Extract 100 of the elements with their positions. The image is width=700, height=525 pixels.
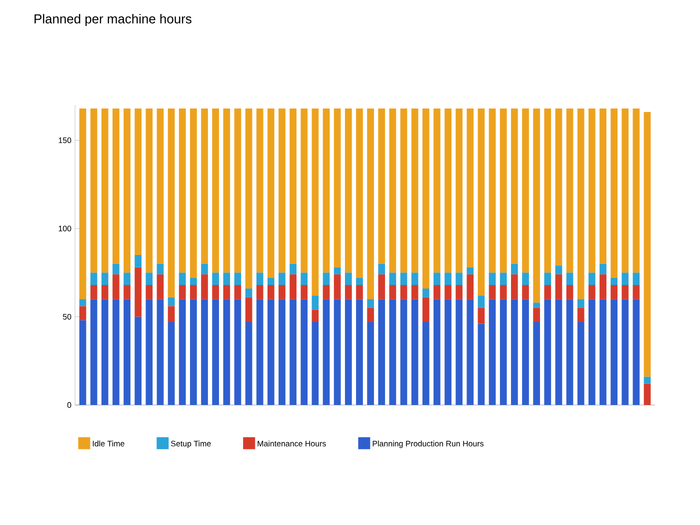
bar	[90, 284, 98, 300]
chart-title: Planned per machine hours	[34, 14, 192, 26]
bar	[245, 288, 252, 298]
bar	[522, 108, 529, 273]
bar	[156, 108, 164, 264]
bar	[422, 322, 430, 405]
bar	[444, 284, 452, 300]
bar	[134, 267, 142, 317]
bar	[234, 284, 242, 300]
bar	[434, 284, 440, 300]
bar	[267, 278, 274, 285]
bar	[356, 108, 363, 278]
bar	[334, 299, 341, 405]
bar	[389, 272, 396, 285]
bar	[478, 296, 485, 308]
bar	[644, 384, 651, 405]
bar	[124, 108, 130, 273]
bar	[334, 267, 341, 274]
bar	[278, 272, 286, 285]
bar	[146, 108, 153, 273]
bar	[234, 272, 242, 285]
bar	[79, 108, 86, 300]
bar	[223, 284, 230, 300]
bar	[533, 308, 540, 322]
bar	[190, 108, 197, 278]
bar	[456, 108, 463, 273]
bar	[522, 272, 529, 285]
bar	[466, 267, 474, 274]
bar	[278, 108, 286, 273]
bar	[134, 108, 142, 255]
bar	[500, 299, 507, 405]
bar	[577, 299, 584, 308]
bar	[112, 264, 120, 274]
bar	[156, 264, 164, 274]
bar	[500, 284, 507, 300]
bar	[456, 284, 463, 300]
bar	[566, 272, 574, 285]
bar	[256, 284, 264, 300]
bar	[434, 272, 440, 285]
bar	[290, 299, 296, 405]
bar	[610, 108, 618, 278]
bar	[577, 108, 584, 300]
bar	[577, 322, 584, 405]
bar	[610, 299, 618, 405]
bar	[622, 299, 629, 405]
bar	[334, 108, 341, 268]
bar	[466, 299, 474, 405]
bar	[544, 299, 552, 405]
bar	[378, 264, 386, 274]
bar	[566, 108, 574, 273]
bar	[234, 108, 242, 273]
bar	[456, 272, 463, 285]
bar	[90, 272, 98, 285]
bar	[588, 284, 596, 300]
bar	[356, 278, 363, 285]
bar	[322, 108, 330, 273]
bar	[456, 299, 463, 405]
bar	[411, 299, 418, 405]
bar	[588, 108, 596, 273]
bar	[190, 284, 197, 300]
bar	[124, 272, 130, 285]
bar	[201, 299, 208, 405]
bar	[344, 108, 352, 273]
bar	[223, 299, 230, 405]
bar	[488, 284, 496, 300]
bar	[533, 108, 540, 303]
bar	[511, 108, 518, 264]
bar	[134, 316, 142, 405]
bar	[444, 108, 452, 273]
bar	[400, 284, 408, 300]
bar	[245, 297, 252, 322]
bar	[466, 108, 474, 268]
bar	[378, 299, 386, 405]
bar	[267, 284, 274, 300]
bar	[312, 108, 319, 296]
bar	[411, 108, 418, 273]
bar	[212, 108, 220, 273]
bar	[79, 306, 86, 320]
bar	[533, 302, 540, 308]
bar	[622, 284, 629, 300]
bar	[566, 284, 574, 300]
bar	[411, 284, 418, 300]
bar	[356, 299, 363, 405]
bar	[522, 284, 529, 300]
bar	[278, 299, 286, 405]
bar	[190, 299, 197, 405]
bar	[488, 108, 496, 273]
bar	[600, 299, 606, 405]
bar	[588, 272, 596, 285]
bar	[555, 108, 562, 266]
bar	[168, 322, 175, 405]
bar	[112, 299, 120, 405]
bar	[577, 308, 584, 322]
bar	[168, 297, 175, 306]
bar	[101, 299, 108, 405]
bar	[312, 322, 319, 405]
bar	[400, 108, 408, 273]
bar	[400, 272, 408, 285]
bar	[90, 108, 98, 273]
bar	[146, 272, 153, 285]
